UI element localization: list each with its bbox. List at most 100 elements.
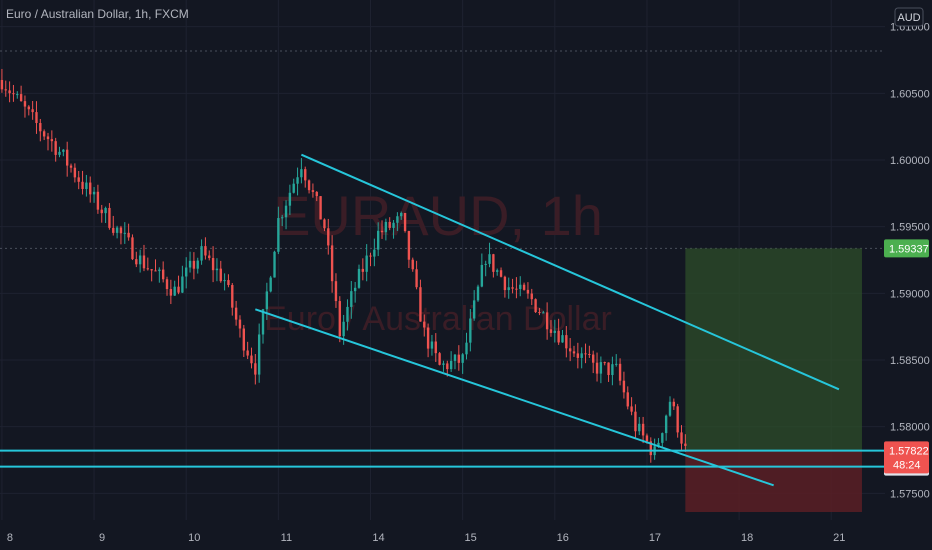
candle-body [100,209,103,214]
candle-body [173,286,176,296]
candle-body [419,287,422,322]
price-tick-label: 1.57500 [890,488,930,500]
candle-body [522,284,526,290]
candle-body [16,94,19,96]
candle-body [446,363,449,370]
candle-body [346,306,349,322]
candle-body [615,363,618,365]
time-tick-label: 15 [465,532,477,544]
candle-body [649,441,652,456]
candle-body [453,354,457,361]
trendlines[interactable] [0,153,885,487]
candle-body [526,289,530,294]
candle-body [645,435,649,442]
candle-body [304,169,307,181]
candle-body [123,232,126,234]
candle-body [549,329,553,333]
candle-body [215,268,219,271]
candle-body [281,217,284,219]
candle-body [319,196,322,220]
candle-body [77,177,80,182]
candle-body [634,411,637,432]
candle-body [169,289,173,296]
candle-body [234,307,238,320]
candle-body [23,101,27,107]
target-zone[interactable] [685,248,862,451]
candle-body [373,249,376,257]
candle-body [388,221,391,228]
candle-body [135,259,138,265]
currency-button-frame[interactable] [894,7,924,27]
candle-body [89,182,92,195]
candle-body [392,222,395,228]
candle-body [411,259,414,270]
upper-channel-line[interactable] [300,153,840,391]
candle-body [81,181,84,189]
candle-body [273,251,276,278]
candle-body [534,299,537,313]
candle-body [330,245,334,282]
candle-body [261,309,265,335]
candle-body [553,330,556,333]
candle-body [69,165,73,168]
candle-body [223,280,226,282]
candle-body [327,228,330,246]
stop-zone[interactable] [685,450,862,512]
candle-body [185,267,188,277]
candle-body [292,183,295,193]
candle-body [480,264,484,287]
price-tick-label: 1.60500 [890,88,930,100]
candle-body [208,255,211,259]
price-tick-label: 1.61000 [890,22,930,34]
candle-body [661,433,664,443]
candle-body [515,288,518,290]
candle-body [158,269,161,272]
last-price-label-bg [884,441,929,474]
candle-body [684,443,687,446]
candle-body [638,423,641,432]
candle-body [92,191,96,195]
candle-body [499,270,503,277]
currency-button[interactable]: AUD [894,7,924,27]
candle-body [131,237,134,260]
candle-body [568,348,572,352]
candle-body [423,321,426,328]
candle-body [96,191,100,210]
candle-body [603,362,606,364]
time-tick-label: 10 [188,532,200,544]
candle-body [488,254,491,264]
candle-body [257,334,261,375]
candle-body [672,401,676,407]
candle-body [4,89,7,91]
position-zones[interactable] [685,248,862,512]
candle-body [288,192,292,206]
candle-body [599,362,603,374]
candle-body [242,328,245,351]
candle-body [307,180,311,191]
candle-body [181,276,184,293]
candle-body [50,139,54,142]
candle-body [188,260,192,268]
time-tick-label: 17 [649,532,661,544]
candle-body [284,205,288,218]
price-tick-label: 1.58500 [890,355,930,367]
candle-body [426,327,430,349]
lower-channel-line[interactable] [255,308,774,487]
candle-body [542,312,545,314]
candle-body [196,260,199,269]
candle-body [592,354,595,363]
candle-body [403,212,407,232]
candle-body [472,300,476,319]
candle-body [73,167,77,178]
candle-body [618,363,622,381]
candle-body [607,362,610,376]
currency-button-label[interactable]: AUD [897,12,920,24]
candle-body [108,207,111,228]
candle-body [154,270,157,272]
candle-body [595,362,599,374]
time-axis[interactable]: 8 9 10 11 14 15 16 17 18 21 [7,532,846,544]
price-axis[interactable]: 1.61000 1.60500 1.60000 1.59500 1.59000 1.585… [890,22,930,501]
candle-body [484,263,487,265]
candle-body [507,287,510,291]
